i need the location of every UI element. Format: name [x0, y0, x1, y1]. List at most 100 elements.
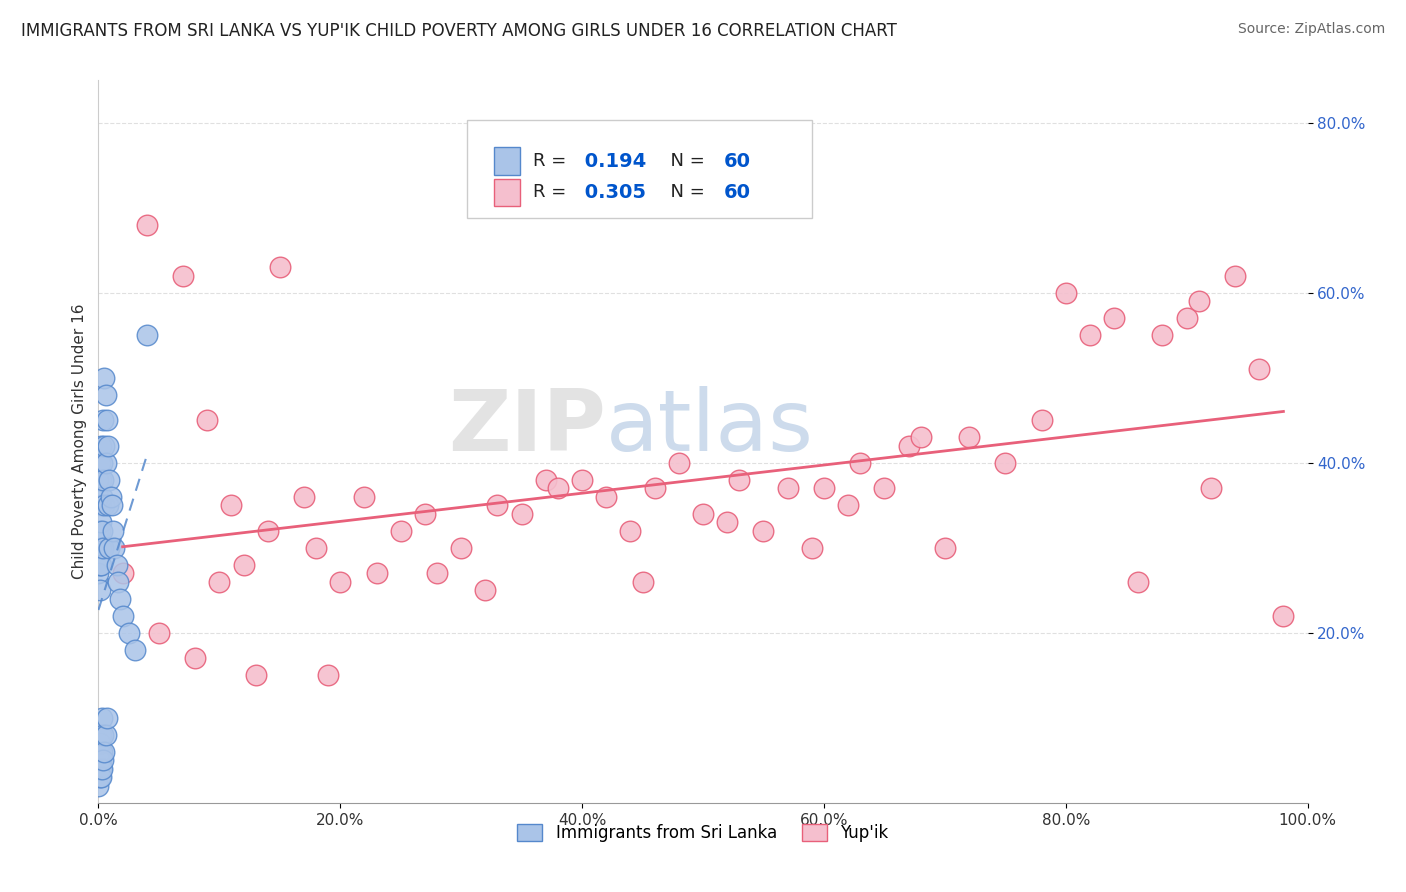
Point [1031, 413, 1053, 427]
Point [100, 498, 122, 512]
Point [94, 728, 117, 742]
Point [486, 498, 509, 512]
Point [716, 516, 738, 530]
Point [1175, 311, 1198, 326]
Point [934, 541, 956, 555]
Point [510, 507, 533, 521]
Point [87, 779, 110, 793]
Point [148, 625, 170, 640]
Point [90, 498, 112, 512]
Point [366, 566, 388, 581]
Point [93, 439, 115, 453]
Point [90, 558, 112, 572]
Point [269, 260, 291, 275]
Point [89, 753, 111, 767]
Text: 60: 60 [724, 183, 751, 202]
Point [245, 668, 267, 682]
Text: IMMIGRANTS FROM SRI LANKA VS YUP'IK CHILD POVERTY AMONG GIRLS UNDER 16 CORRELATI: IMMIGRANTS FROM SRI LANKA VS YUP'IK CHIL… [21, 22, 897, 40]
Point [111, 608, 134, 623]
Point [111, 566, 134, 581]
Point [90, 770, 112, 784]
Point [571, 473, 593, 487]
Point [1199, 481, 1222, 495]
Point [90, 762, 112, 776]
Point [87, 490, 110, 504]
Point [124, 642, 146, 657]
FancyBboxPatch shape [467, 120, 811, 218]
Point [172, 268, 194, 283]
Point [1054, 285, 1077, 300]
Point [256, 524, 278, 538]
Point [800, 541, 823, 555]
Point [1223, 268, 1246, 283]
Text: R =: R = [533, 153, 571, 170]
Text: N =: N = [659, 153, 711, 170]
Point [329, 574, 352, 589]
Point [776, 481, 799, 495]
Point [89, 583, 111, 598]
Point [1188, 294, 1211, 309]
Text: R =: R = [533, 183, 571, 202]
Point [90, 516, 112, 530]
Point [547, 481, 569, 495]
Point [93, 745, 115, 759]
Point [837, 498, 859, 512]
Point [644, 481, 666, 495]
Point [91, 413, 114, 427]
Point [98, 473, 121, 487]
Text: Source: ZipAtlas.com: Source: ZipAtlas.com [1237, 22, 1385, 37]
Point [292, 490, 315, 504]
Point [389, 524, 412, 538]
Point [897, 439, 920, 453]
Point [668, 456, 690, 470]
Point [232, 558, 254, 572]
Point [91, 711, 114, 725]
Point [426, 566, 449, 581]
Point [849, 456, 872, 470]
Point [91, 473, 114, 487]
Point [89, 762, 111, 776]
Point [97, 498, 120, 512]
Point [1249, 362, 1271, 376]
Point [316, 668, 339, 682]
Point [107, 574, 129, 589]
FancyBboxPatch shape [494, 178, 520, 206]
Point [97, 439, 120, 453]
Point [87, 566, 110, 581]
Point [728, 473, 751, 487]
Point [87, 473, 110, 487]
Point [98, 541, 121, 555]
Point [93, 498, 115, 512]
FancyBboxPatch shape [494, 147, 520, 175]
Point [94, 388, 117, 402]
Text: 0.305: 0.305 [578, 183, 647, 202]
Point [101, 524, 124, 538]
Point [474, 583, 496, 598]
Point [90, 541, 112, 555]
Point [89, 770, 111, 784]
Point [118, 625, 141, 640]
Point [135, 218, 157, 232]
Point [90, 439, 112, 453]
Point [91, 456, 114, 470]
Point [994, 456, 1017, 470]
Point [91, 490, 114, 504]
Point [105, 558, 128, 572]
Point [91, 524, 114, 538]
Point [208, 574, 231, 589]
Point [195, 413, 218, 427]
Point [1128, 574, 1150, 589]
Point [91, 728, 114, 742]
Point [91, 745, 114, 759]
Text: ZIP: ZIP [449, 385, 606, 468]
Point [89, 745, 111, 759]
Point [305, 541, 328, 555]
Point [89, 524, 111, 538]
Point [108, 591, 131, 606]
Point [1152, 328, 1174, 343]
Point [93, 371, 115, 385]
Point [413, 507, 436, 521]
Point [752, 524, 775, 538]
Point [910, 430, 932, 444]
Point [103, 541, 125, 555]
